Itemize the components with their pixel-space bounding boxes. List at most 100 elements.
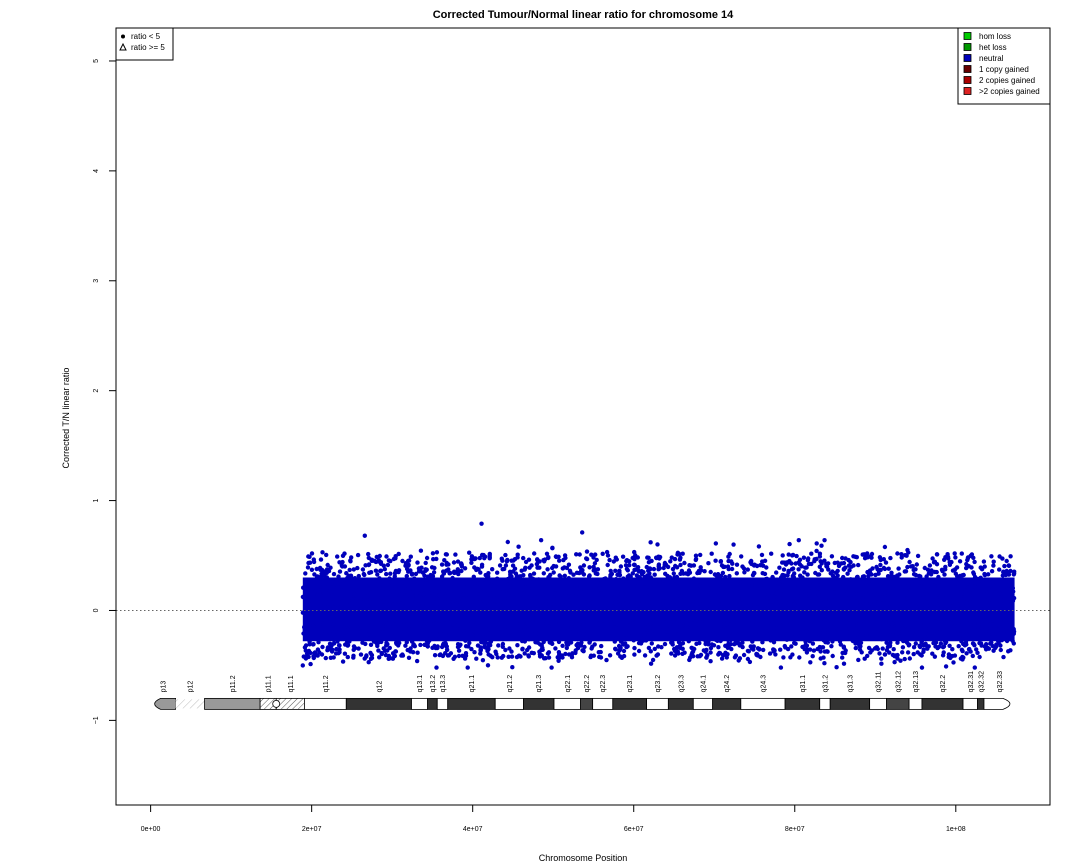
data-point [955,590,960,595]
data-point [735,590,740,595]
data-point [342,612,348,618]
data-point [729,646,734,652]
y-axis-label: Corrected T/N linear ratio [61,368,71,469]
data-point [479,626,484,631]
data-point [599,628,604,633]
data-point [353,602,358,607]
data-point [905,595,910,601]
data-point [319,652,325,657]
data-point [814,556,819,562]
data-point [479,593,485,598]
data-point [478,570,483,575]
data-point [600,551,605,556]
data-point [533,639,538,645]
data-point [311,642,316,647]
data-point [541,558,546,563]
data-point [934,628,939,633]
data-point [687,599,693,604]
data-point [934,562,940,567]
data-point [589,591,594,597]
data-point [301,654,306,659]
data-point [308,661,313,667]
data-point [965,597,970,602]
data-point [869,555,874,560]
data-point [532,551,537,556]
data-point [438,605,443,610]
data-point [672,556,678,562]
data-point [975,635,980,641]
data-point [814,634,819,640]
data-point [561,611,567,616]
data-point [468,631,473,636]
data-point [693,613,699,618]
data-point [729,595,735,600]
data-point [483,572,488,578]
data-point [829,644,834,649]
data-point [472,650,477,655]
data-point [607,584,612,590]
data-point [878,557,883,563]
data-point [616,633,621,639]
data-point [847,610,853,615]
data-point [503,604,509,609]
data-point [390,593,395,598]
data-point [317,619,323,624]
data-point [455,559,461,564]
data-point [977,640,982,646]
data-point [360,602,365,607]
data-point [368,606,373,612]
data-point [1006,610,1011,616]
data-point [844,627,849,632]
band-q21.3 [523,697,555,710]
data-point [402,629,407,635]
data-point [430,594,436,599]
data-point [760,615,765,621]
data-point [906,611,912,616]
data-point [997,591,1002,596]
data-point [728,642,734,647]
data-point [782,602,787,608]
data-point [665,613,670,618]
data-point [918,599,923,604]
data-point [976,622,981,628]
data-point [448,570,453,576]
data-point [451,596,456,601]
y-tick-label: 2 [93,389,100,393]
data-point [419,565,424,570]
legend-swatch [963,54,972,62]
data-point [943,664,949,669]
data-point [818,649,823,654]
data-point [851,591,856,597]
data-point [325,645,331,650]
data-point [408,579,414,584]
data-point [546,655,552,660]
data-point [1007,582,1013,588]
data-point [303,643,309,648]
data-point [852,595,858,600]
data-point [375,572,380,577]
data-point [908,590,913,595]
data-point [380,626,385,631]
data-point [364,589,369,595]
data-point [632,608,638,613]
data-point [612,582,617,587]
data-point [632,562,637,568]
data-point [328,565,333,570]
data-point [987,597,992,602]
data-point [496,643,501,648]
data-point [463,585,468,591]
data-point [911,567,916,573]
x-tick-label: 4e+07 [463,826,483,833]
data-point [948,655,953,661]
data-point [661,599,667,604]
data-point [621,653,627,659]
data-point [607,557,612,563]
data-point [790,573,795,579]
data-point [371,621,376,626]
data-point [451,560,457,565]
data-point [332,605,337,610]
data-point [495,570,500,575]
data-point [471,574,476,579]
data-point [879,661,884,666]
data-point [725,612,731,617]
